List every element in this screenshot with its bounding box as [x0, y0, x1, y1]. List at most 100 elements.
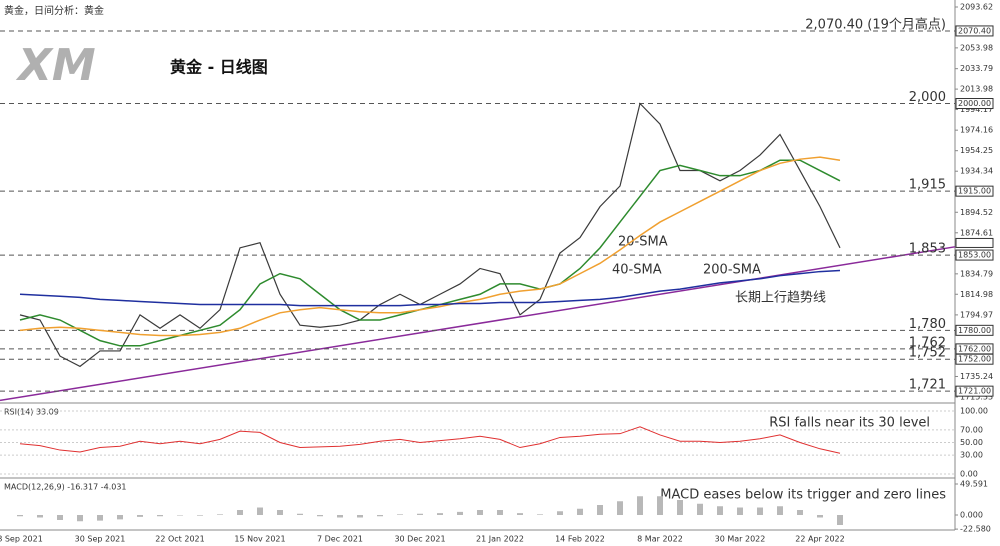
logo: XM — [15, 40, 96, 91]
macd-bar — [177, 515, 183, 516]
rsi-tick-label: 50.00 — [960, 438, 983, 447]
level-box — [955, 324, 994, 336]
trendline-label: 长期上行趋势线 — [735, 290, 826, 306]
macd-bar — [257, 507, 263, 515]
level-box — [955, 249, 994, 261]
rsi-tick-label: 100.00 — [960, 407, 988, 416]
macd-bar — [517, 513, 523, 515]
level-axis-label: 1853.00 — [958, 251, 991, 260]
last-price-box — [955, 237, 994, 248]
macd-bar — [417, 513, 423, 515]
macd-bar — [117, 515, 123, 520]
macd-bar — [597, 505, 603, 515]
macd-bar — [477, 510, 483, 515]
macd-tick-label: 49.591 — [960, 480, 988, 489]
y-tick-label: 2013.98 — [960, 85, 993, 94]
x-tick-label: 30 Sep 2021 — [75, 535, 126, 544]
macd-tick-label: -22.580 — [960, 525, 991, 534]
macd-bar — [537, 514, 543, 515]
macd-bar — [497, 510, 503, 515]
level-axis-label: 1752.00 — [958, 355, 991, 364]
macd-bar — [197, 515, 203, 516]
y-tick-label: 1794.97 — [960, 310, 993, 319]
level-note: 1,853 — [909, 242, 946, 257]
macd-bar — [17, 515, 23, 517]
macd-bar — [297, 513, 303, 515]
trendline — [0, 246, 956, 402]
level-axis-label: 1780.00 — [958, 326, 991, 335]
macd-annotation: MACD eases below its trigger and zero li… — [660, 488, 946, 503]
x-tick-label: 8 Sep 2021 — [0, 535, 43, 544]
macd-label: MACD(12,26,9) -16.317 -4.031 — [4, 483, 127, 492]
level-note: 1,915 — [909, 178, 946, 193]
macd-bar — [57, 515, 63, 520]
macd-bar — [437, 513, 443, 515]
macd-bar — [337, 515, 343, 518]
macd-bar — [757, 507, 763, 515]
rsi-line — [19, 426, 841, 454]
macd-bar — [737, 507, 743, 515]
level-box — [955, 385, 994, 397]
macd-bar — [97, 515, 103, 521]
x-tick-label: 14 Feb 2022 — [555, 535, 605, 544]
rsi-tick-label: 70.00 — [960, 425, 983, 434]
y-tick-label: 1994.17 — [960, 105, 993, 114]
level-axis-label: 1762.00 — [958, 344, 991, 353]
macd-bar — [837, 515, 843, 525]
macd-bar — [777, 506, 783, 515]
macd-bar — [137, 515, 143, 517]
level-note: 2,070.40 (19个月高点) — [805, 16, 946, 32]
series-line — [19, 156, 841, 337]
macd-bar — [277, 510, 283, 515]
y-tick-label: 1834.79 — [960, 269, 993, 278]
level-note: 1,780 — [909, 317, 946, 332]
y-tick-label: 1874.61 — [960, 228, 993, 237]
macd-bar — [157, 515, 163, 517]
macd-bar — [697, 503, 703, 515]
macd-bar — [37, 515, 43, 518]
y-tick-label: 1954.25 — [960, 146, 993, 155]
macd-bar — [577, 508, 583, 515]
level-box — [955, 25, 994, 37]
level-box — [955, 185, 994, 197]
y-tick-label: 1894.52 — [960, 208, 993, 217]
y-tick-label: 2053.98 — [960, 43, 993, 52]
macd-bar — [677, 500, 683, 515]
macd-bar — [817, 515, 823, 518]
series-label: 40-SMA — [612, 263, 662, 278]
macd-tick-label: 0.000 — [960, 511, 983, 520]
x-tick-label: 22 Oct 2021 — [155, 535, 204, 544]
series-line — [19, 102, 841, 368]
series-label: 200-SMA — [703, 263, 761, 278]
x-tick-label: 22 Apr 2022 — [795, 535, 844, 544]
macd-bar — [77, 515, 83, 522]
macd-bar — [657, 496, 663, 515]
y-tick-label: 1735.24 — [960, 372, 993, 381]
y-tick-label: 1814.98 — [960, 290, 993, 299]
x-tick-label: 30 Mar 2022 — [715, 535, 766, 544]
level-note: 2,000 — [909, 90, 946, 105]
level-box — [955, 353, 994, 365]
x-tick-label: 8 Mar 2022 — [637, 535, 683, 544]
level-axis-label: 1721.00 — [958, 387, 991, 396]
y-tick-label: 1934.34 — [960, 167, 993, 176]
macd-bar — [457, 511, 463, 515]
series-label: 20-SMA — [618, 235, 668, 250]
macd-bar — [217, 514, 223, 515]
header: 黄金，日间分析：黄金 — [4, 4, 104, 17]
x-tick-label: 30 Dec 2021 — [394, 535, 445, 544]
macd-bar — [797, 510, 803, 515]
level-axis-label: 2070.40 — [958, 26, 991, 35]
y-tick-label: 2093.62 — [960, 3, 993, 12]
rsi-tick-label: 30.00 — [960, 451, 983, 460]
level-axis-label: 2000.00 — [958, 99, 991, 108]
macd-bar — [557, 511, 563, 515]
level-box — [955, 98, 994, 110]
rsi-annotation: RSI falls near its 30 level — [769, 416, 930, 431]
level-note: 1,762 — [909, 335, 946, 350]
rsi-tick-label: 0.00 — [960, 470, 978, 479]
y-tick-label: 1974.16 — [960, 126, 993, 135]
series-line — [19, 269, 841, 307]
macd-bar — [377, 515, 383, 517]
